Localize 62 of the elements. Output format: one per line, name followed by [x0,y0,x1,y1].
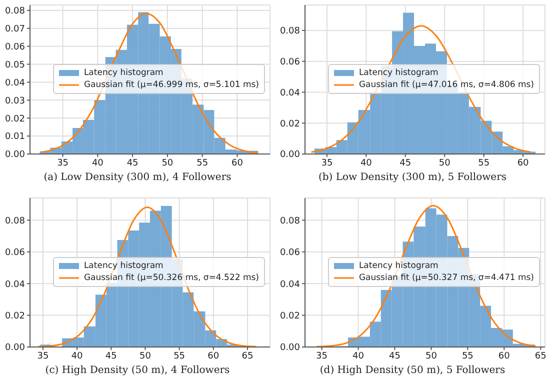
y-tick-label: 0.00 [4,342,26,353]
x-tick-label: 60 [208,350,220,361]
x-tick-label: 35 [57,158,69,168]
y-tick-label: 0.00 [280,150,300,160]
x-tick-label: 40 [71,350,84,361]
text: (b) Low Density (300 m), 5 Followers [317,172,508,183]
y-tick-label: 0.01 [4,132,25,142]
y-tick-label: 0.02 [280,119,300,130]
x-tick-label: 65 [534,350,546,361]
y-tick-label: 0.00 [4,150,26,160]
y-tick-label: 0.03 [4,96,25,106]
x-tick-label: 40 [92,158,104,168]
text: (d) High Density (50 m), 5 Followers [318,364,506,376]
x-tick-label: 55 [196,158,208,168]
y-tick-label: 0.05 [4,60,25,70]
y-tick-label: 0.06 [280,248,300,258]
y-tick-label: 0.06 [4,248,26,258]
y-tick-label: 0.06 [280,58,300,68]
y-tick-label: 0.02 [4,310,25,321]
x-tick-label: 35 [321,158,333,168]
legend-label: Latency histogram [84,67,164,79]
y-tick-label: 0.07 [4,24,25,35]
y-tick-label: 0.08 [4,216,26,226]
y-tick-label: 0.00 [280,342,300,353]
y-tick-label: 0.02 [4,114,25,124]
x-tick-label: 55 [462,350,474,361]
text: (a) Low Density (300 m), 4 Followers [42,172,232,183]
y-tick-label: 0.02 [280,310,300,321]
y-tick-label: 0.08 [280,216,300,226]
y-tick-label: 0.04 [280,88,300,98]
legend-label: Gaussian fit (μ=46.999 ms, σ=5.101 ms) [84,79,259,91]
y-tick-label: 0.04 [4,279,26,290]
text: (c) High Density (50 m), 4 Followers [44,364,231,376]
legend-label: Gaussian fit (μ=50.326 ms, σ=4.522 ms) [84,272,259,284]
y-tick-label: 0.08 [4,6,26,17]
x-tick-label: 50 [425,350,438,361]
x-tick-label: 45 [126,158,138,168]
y-tick-label: 0.04 [4,78,26,88]
x-tick-label: 60 [231,158,244,168]
x-tick-label: 45 [105,350,117,361]
x-tick-label: 35 [316,350,328,361]
x-tick-label: 35 [37,350,49,361]
x-tick-label: 55 [174,350,186,361]
x-tick-label: 40 [352,350,364,361]
x-tick-label: 40 [360,158,372,168]
legend-label: Gaussian fit (μ=47.016 ms, σ=4.806 ms) [358,79,534,91]
x-tick-label: 45 [400,158,412,168]
x-tick-label: 50 [162,158,174,168]
x-tick-label: 50 [140,350,152,361]
legend-label: Latency histogram [358,260,438,272]
x-tick-label: 50 [438,158,451,168]
x-tick-label: 45 [389,350,400,361]
x-tick-label: 55 [478,158,490,168]
x-tick-label: 65 [242,350,254,361]
y-tick-label: 0.08 [280,26,300,37]
legend-label: Latency histogram [84,260,164,272]
legend-label: Gaussian fit (μ=50.327 ms, σ=4.471 ms) [358,272,534,284]
y-tick-label: 0.04 [280,279,300,290]
x-tick-label: 60 [517,158,530,168]
y-tick-label: 0.06 [4,42,26,52]
x-tick-label: 60 [498,350,510,361]
legend-label: Latency histogram [358,67,438,79]
